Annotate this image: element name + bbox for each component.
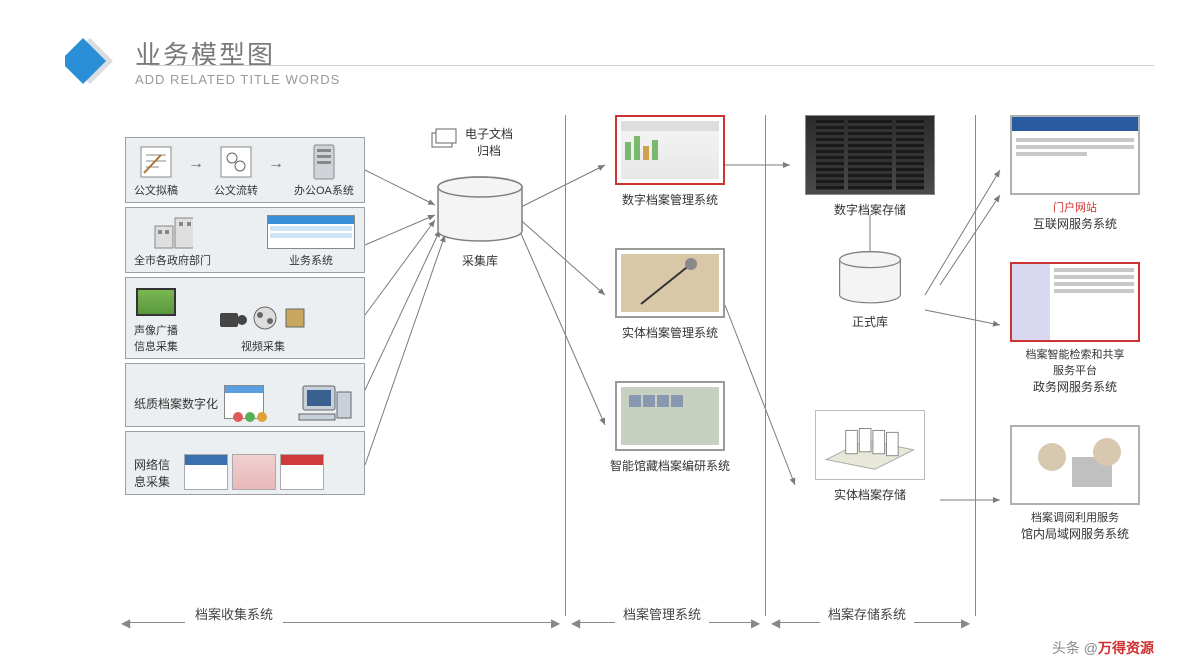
source-item: 公文拟稿	[134, 144, 178, 198]
tv-icon	[136, 284, 176, 320]
collection-db-label: 采集库	[405, 252, 555, 269]
shelf-icon	[815, 410, 925, 480]
source-item	[296, 384, 356, 422]
source-label: 视频采集	[241, 338, 285, 354]
management-column: 数字档案管理系统 实体档案管理系统 智	[585, 115, 755, 484]
section-labels-row: ◀ ▶ 档案收集系统 ◀ ▶ 档案管理系统 ◀ ▶ 档案存储系统	[125, 612, 1154, 642]
service-block: 档案调阅利用服务 馆内局域网服务系统	[995, 425, 1155, 542]
service-thumbnail	[1010, 115, 1140, 195]
system-block: 数字档案管理系统	[585, 115, 755, 208]
header-divider	[150, 65, 1154, 66]
digitize-icon	[224, 384, 264, 420]
arrow-icon: →	[268, 155, 284, 173]
official-db-icon	[785, 248, 955, 313]
screen-icon	[266, 214, 356, 250]
source-label: 业务系统	[289, 252, 333, 268]
source-item: 业务系统	[266, 214, 356, 268]
source-item: 视频采集	[208, 300, 318, 354]
source-label: 纸质档案数字化	[134, 395, 218, 412]
source-item: 网络信 息采集	[134, 456, 170, 490]
server-icon	[304, 144, 344, 180]
official-db-label: 正式库	[785, 313, 955, 330]
source-label: 网络信 息采集	[134, 456, 170, 490]
source-item: 公文流转	[214, 144, 258, 198]
source-label: 办公OA系统	[294, 182, 354, 198]
column-divider	[765, 115, 766, 616]
service-box-label: 门户网站	[995, 199, 1155, 215]
digital-storage-label: 数字档案存储	[785, 201, 955, 218]
sources-column: 公文拟稿 → 公文流转 → 办公OA系统	[125, 137, 365, 499]
source-box-gov: 全市各政府部门 业务系统	[125, 207, 365, 273]
source-box-net: 网络信 息采集	[125, 431, 365, 495]
source-box-av: 声像广播 信息采集 视频采集	[125, 277, 365, 359]
source-box-oa: 公文拟稿 → 公文流转 → 办公OA系统	[125, 137, 365, 203]
edoc-label: 电子文档 归档	[465, 125, 513, 159]
server-rack-icon	[805, 115, 935, 195]
column-divider	[565, 115, 566, 616]
watermark: 头条 @万得资源	[1052, 638, 1154, 658]
source-label: 全市各政府部门	[134, 252, 211, 268]
page-title: 业务模型图	[135, 35, 340, 72]
source-label: 声像广播 信息采集	[134, 322, 178, 354]
source-item: 声像广播 信息采集	[134, 284, 178, 354]
source-item: 纸质档案数字化	[134, 384, 264, 422]
service-thumbnail	[1010, 425, 1140, 505]
source-box-digitize: 纸质档案数字化	[125, 363, 365, 427]
service-thumbnail	[1010, 262, 1140, 342]
watermark-prefix: 头条 @	[1052, 640, 1098, 656]
source-label: 公文拟稿	[134, 182, 178, 198]
section-label: 档案管理系统	[615, 604, 709, 623]
webshots-icon	[184, 454, 324, 490]
gear-icon	[216, 144, 256, 180]
system-block: 实体档案管理系统	[585, 248, 755, 341]
service-box-label: 档案调阅利用服务	[995, 509, 1155, 525]
service-block: 档案智能检索和共享 服务平台 政务网服务系统	[995, 262, 1155, 395]
page-header: 业务模型图 ADD RELATED TITLE WORDS	[65, 35, 340, 87]
logo-icon	[65, 36, 115, 86]
physical-storage-label: 实体档案存储	[785, 486, 955, 503]
arrow-icon: →	[188, 155, 204, 173]
service-caption: 政务网服务系统	[995, 378, 1155, 395]
source-item: 办公OA系统	[294, 144, 354, 198]
system-thumbnail	[615, 381, 725, 451]
system-label: 实体档案管理系统	[585, 324, 755, 341]
camera-icon	[208, 300, 318, 336]
documents-icon	[430, 125, 460, 156]
service-caption: 馆内局域网服务系统	[995, 525, 1155, 542]
page-subtitle: ADD RELATED TITLE WORDS	[135, 72, 340, 87]
services-column: 门户网站 互联网服务系统 档案智能检索和共享 服务平台 政务网服务系统 档案调阅…	[995, 115, 1155, 548]
storage-column: 数字档案存储 正式库 实体档案存储	[785, 115, 955, 513]
system-label: 智能馆藏档案编研系统	[585, 457, 755, 474]
service-caption: 互联网服务系统	[995, 215, 1155, 232]
system-block: 智能馆藏档案编研系统	[585, 381, 755, 474]
doc-icon	[136, 144, 176, 180]
column-divider	[975, 115, 976, 616]
system-thumbnail	[615, 115, 725, 185]
system-label: 数字档案管理系统	[585, 191, 755, 208]
service-block: 门户网站 互联网服务系统	[995, 115, 1155, 232]
source-item: 全市各政府部门	[134, 214, 211, 268]
section-label: 档案存储系统	[820, 604, 914, 623]
source-label: 公文流转	[214, 182, 258, 198]
section-label: 档案收集系统	[185, 604, 283, 623]
watermark-brand: 万得资源	[1098, 640, 1154, 656]
service-box-label: 档案智能检索和共享 服务平台	[995, 346, 1155, 378]
buildings-icon	[153, 214, 193, 250]
system-thumbnail	[615, 248, 725, 318]
pc-icon	[296, 384, 356, 420]
collection-db-icon	[405, 175, 555, 250]
collection-db-column: 电子文档 归档 采集库	[405, 115, 555, 269]
diagram-canvas: 公文拟稿 → 公文流转 → 办公OA系统	[125, 115, 1154, 666]
